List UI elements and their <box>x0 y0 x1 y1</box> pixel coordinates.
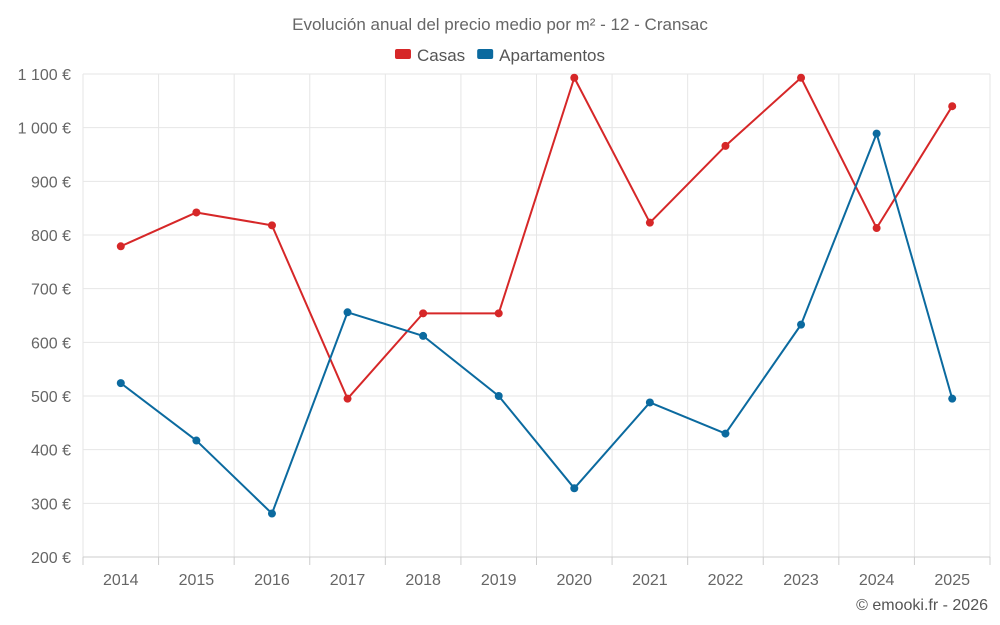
y-tick-label: 500 € <box>31 389 71 406</box>
x-tick-label: 2015 <box>179 572 215 589</box>
data-point[interactable] <box>948 394 957 403</box>
legend-label: Apartamentos <box>499 46 605 65</box>
data-point[interactable] <box>343 394 352 403</box>
legend-swatch <box>477 49 494 59</box>
y-tick-label: 700 € <box>31 282 71 299</box>
grid <box>82 73 991 558</box>
data-point[interactable] <box>872 129 881 138</box>
legend-swatch <box>394 49 411 59</box>
data-point[interactable] <box>570 484 579 493</box>
x-tick-label: 2022 <box>708 572 744 589</box>
data-point[interactable] <box>948 102 957 111</box>
data-point[interactable] <box>192 436 201 445</box>
data-point[interactable] <box>116 379 125 388</box>
legend: Casas Apartamentos <box>394 46 605 65</box>
data-point[interactable] <box>797 320 806 329</box>
data-point[interactable] <box>872 224 881 233</box>
y-tick-label: 900 € <box>31 174 71 191</box>
y-tick-label: 1 100 € <box>18 67 71 84</box>
y-axis: 200 € 300 € 400 € 500 € 600 € 700 € 800 € 900 €… <box>18 67 71 567</box>
data-point[interactable] <box>645 398 654 407</box>
series-line <box>120 76 954 400</box>
y-tick-label: 1 000 € <box>18 121 71 138</box>
data-point[interactable] <box>419 331 428 340</box>
data-point[interactable] <box>419 309 428 318</box>
x-tick-label: 2020 <box>556 572 592 589</box>
x-tick-label: 2017 <box>330 572 366 589</box>
x-tick-label: 2014 <box>103 572 139 589</box>
data-point[interactable] <box>494 392 503 400</box>
series-line <box>120 132 954 515</box>
x-tick-label: 2025 <box>934 572 970 589</box>
credit-text: © emooki.fr - 2026 <box>856 597 988 614</box>
y-tick-label: 200 € <box>31 550 71 567</box>
x-tick-label: 2016 <box>254 572 290 589</box>
data-point[interactable] <box>116 242 125 251</box>
data-point[interactable] <box>721 141 730 150</box>
data-point[interactable] <box>192 208 201 217</box>
legend-item-casas[interactable]: Casas <box>394 46 465 65</box>
data-point[interactable] <box>343 308 352 317</box>
x-tick-label: 2018 <box>405 572 441 589</box>
x-tick-label: 2021 <box>632 572 668 589</box>
x-tick-label: 2024 <box>859 572 895 589</box>
x-axis: 2014 2015 2016 2017 2018 2019 2020 2021 2022 2023… <box>82 556 991 589</box>
data-point[interactable] <box>645 218 654 227</box>
series-apartamentos <box>116 129 957 518</box>
data-point[interactable] <box>721 429 730 438</box>
y-tick-label: 800 € <box>31 228 71 245</box>
y-tick-label: 300 € <box>31 496 71 513</box>
y-tick-label: 600 € <box>31 335 71 352</box>
x-tick-label: 2023 <box>783 572 819 589</box>
data-point[interactable] <box>267 509 276 518</box>
data-point[interactable] <box>267 221 276 230</box>
legend-item-apartamentos[interactable]: Apartamentos <box>477 46 605 65</box>
series-layer <box>116 73 957 518</box>
data-point[interactable] <box>494 309 503 318</box>
x-tick-label: 2019 <box>481 572 517 589</box>
legend-label: Casas <box>417 46 465 65</box>
data-point[interactable] <box>797 73 806 82</box>
chart-title: Evolución anual del precio medio por m² … <box>292 15 708 34</box>
data-point[interactable] <box>570 73 579 82</box>
y-tick-label: 400 € <box>31 443 71 460</box>
series-casas <box>116 73 957 403</box>
